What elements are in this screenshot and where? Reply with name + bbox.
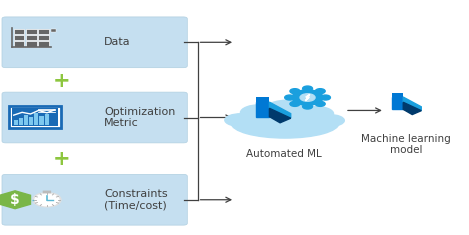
Circle shape: [315, 102, 325, 106]
Circle shape: [315, 89, 325, 94]
Ellipse shape: [314, 115, 344, 126]
Text: +: +: [53, 71, 71, 91]
FancyBboxPatch shape: [14, 35, 24, 40]
FancyBboxPatch shape: [26, 41, 37, 47]
FancyBboxPatch shape: [19, 118, 23, 125]
Ellipse shape: [265, 100, 310, 118]
Polygon shape: [305, 94, 310, 101]
FancyBboxPatch shape: [14, 120, 18, 125]
Polygon shape: [403, 102, 421, 115]
Circle shape: [292, 90, 323, 105]
Circle shape: [290, 102, 300, 106]
FancyBboxPatch shape: [24, 115, 28, 125]
Ellipse shape: [225, 114, 257, 126]
Polygon shape: [269, 102, 291, 118]
FancyBboxPatch shape: [38, 29, 49, 34]
Text: +: +: [53, 149, 71, 169]
Polygon shape: [256, 102, 269, 117]
Circle shape: [290, 89, 300, 94]
Ellipse shape: [241, 105, 281, 121]
Circle shape: [300, 94, 315, 101]
Text: $: $: [10, 193, 20, 207]
FancyBboxPatch shape: [256, 97, 269, 102]
Circle shape: [303, 104, 312, 109]
Polygon shape: [269, 108, 291, 123]
Circle shape: [303, 86, 312, 91]
Polygon shape: [392, 97, 403, 110]
FancyBboxPatch shape: [2, 92, 187, 143]
FancyBboxPatch shape: [9, 106, 61, 128]
FancyBboxPatch shape: [34, 113, 38, 125]
FancyBboxPatch shape: [12, 108, 58, 126]
FancyBboxPatch shape: [2, 17, 187, 68]
FancyBboxPatch shape: [14, 29, 24, 34]
FancyBboxPatch shape: [39, 116, 44, 125]
Polygon shape: [0, 191, 30, 209]
FancyBboxPatch shape: [45, 114, 49, 125]
FancyBboxPatch shape: [38, 41, 49, 47]
FancyBboxPatch shape: [38, 35, 49, 40]
Circle shape: [320, 95, 331, 100]
Ellipse shape: [231, 109, 339, 138]
Text: Data: Data: [104, 37, 131, 47]
FancyBboxPatch shape: [26, 29, 37, 34]
FancyBboxPatch shape: [26, 35, 37, 40]
Ellipse shape: [296, 106, 333, 121]
Polygon shape: [403, 97, 421, 111]
Circle shape: [285, 95, 295, 100]
Text: Machine learning
model: Machine learning model: [361, 134, 451, 155]
FancyBboxPatch shape: [2, 174, 187, 225]
Circle shape: [35, 194, 59, 206]
FancyBboxPatch shape: [392, 93, 403, 97]
FancyBboxPatch shape: [29, 117, 33, 125]
FancyBboxPatch shape: [14, 41, 24, 47]
Text: Constraints
(Time/cost): Constraints (Time/cost): [104, 189, 167, 211]
Text: Automated ML: Automated ML: [246, 149, 322, 159]
Text: Optimization
Metric: Optimization Metric: [104, 107, 175, 128]
Circle shape: [33, 193, 61, 207]
FancyBboxPatch shape: [51, 29, 56, 32]
FancyBboxPatch shape: [43, 191, 51, 193]
